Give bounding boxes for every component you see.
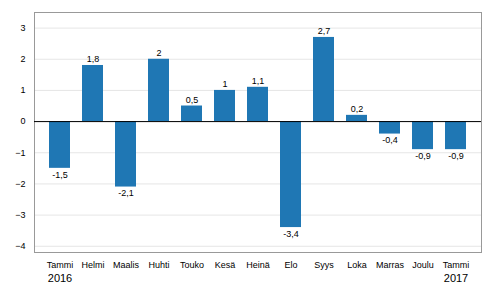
svg-text:0,5: 0,5 — [186, 95, 199, 105]
svg-text:Loka: Loka — [347, 260, 367, 270]
svg-text:−2: −2 — [15, 179, 25, 189]
svg-text:Joulu: Joulu — [412, 260, 434, 270]
svg-text:−4: −4 — [15, 241, 25, 251]
svg-text:0: 0 — [20, 116, 25, 126]
svg-text:Touko: Touko — [180, 260, 204, 270]
svg-text:2,7: 2,7 — [318, 26, 331, 36]
svg-text:Marras: Marras — [376, 260, 405, 270]
svg-text:-1,5: -1,5 — [52, 170, 68, 180]
svg-text:0,2: 0,2 — [351, 104, 364, 114]
svg-text:-0,4: -0,4 — [382, 135, 398, 145]
svg-text:-2,1: -2,1 — [118, 188, 134, 198]
svg-text:−1: −1 — [15, 148, 25, 158]
svg-text:Tammi: Tammi — [443, 260, 470, 270]
svg-text:1,8: 1,8 — [87, 54, 100, 64]
svg-text:−3: −3 — [15, 210, 25, 220]
svg-text:2016: 2016 — [48, 272, 72, 284]
svg-text:Heinä: Heinä — [246, 260, 270, 270]
svg-text:Huhti: Huhti — [148, 260, 169, 270]
svg-text:-0,9: -0,9 — [415, 151, 431, 161]
svg-text:1,1: 1,1 — [252, 76, 265, 86]
svg-text:Tammi: Tammi — [47, 260, 74, 270]
svg-text:3: 3 — [20, 23, 25, 33]
svg-text:2: 2 — [20, 54, 25, 64]
svg-text:-3,4: -3,4 — [283, 229, 299, 239]
svg-text:2017: 2017 — [444, 272, 468, 284]
svg-text:Maalis: Maalis — [113, 260, 140, 270]
svg-text:1: 1 — [20, 85, 25, 95]
svg-text:Elo: Elo — [284, 260, 297, 270]
svg-text:-0,9: -0,9 — [448, 151, 464, 161]
svg-text:Kesä: Kesä — [215, 260, 236, 270]
svg-text:Helmi: Helmi — [81, 260, 104, 270]
svg-text:1: 1 — [222, 79, 227, 89]
svg-text:2: 2 — [156, 48, 161, 58]
svg-text:Syys: Syys — [314, 260, 334, 270]
